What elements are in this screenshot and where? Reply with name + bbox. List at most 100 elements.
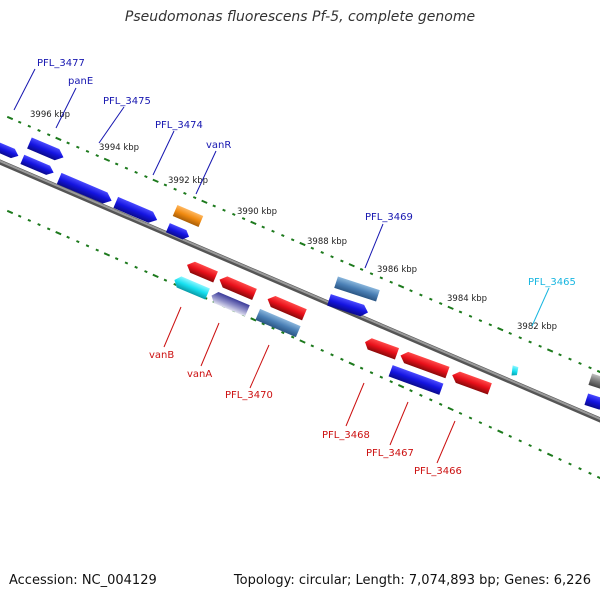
gene-arrow[interactable]	[113, 196, 159, 226]
major-tick	[348, 361, 355, 366]
minor-tick	[173, 187, 177, 191]
major-tick	[152, 178, 159, 183]
gene-arrow[interactable]	[172, 274, 210, 300]
minor-tick	[568, 462, 572, 466]
kbp-label: 3988 kbp	[307, 237, 347, 247]
minor-tick	[134, 265, 138, 269]
gene-label: vanB	[149, 350, 174, 361]
gene-arrow[interactable]	[510, 365, 520, 377]
minor-tick	[85, 149, 90, 153]
minor-tick	[76, 240, 80, 244]
major-tick	[546, 348, 554, 353]
minor-tick	[528, 443, 532, 448]
kbp-label: 3996 kbp	[30, 110, 70, 120]
minor-tick	[330, 353, 334, 357]
minor-tick	[66, 141, 70, 145]
major-tick	[103, 157, 111, 162]
minor-tick	[95, 248, 99, 252]
minor-tick	[320, 348, 324, 352]
gene-arrow[interactable]	[388, 365, 444, 395]
gene-arrow[interactable]	[0, 141, 20, 160]
gene-arrow[interactable]	[588, 373, 600, 390]
gene-arrow[interactable]	[363, 337, 400, 360]
major-tick	[6, 209, 14, 215]
gene-arrow[interactable]	[27, 137, 66, 163]
minor-tick	[27, 124, 32, 128]
minor-tick	[241, 217, 246, 221]
minor-tick	[518, 336, 522, 340]
gene-arrow[interactable]	[450, 370, 492, 395]
minor-tick	[114, 257, 119, 261]
minor-tick	[359, 267, 364, 271]
accession-text: Accession: NC_004129	[9, 573, 157, 588]
minor-tick	[310, 344, 315, 348]
gene-arrow[interactable]	[165, 223, 191, 241]
minor-tick	[17, 214, 22, 218]
gene-label: PFL_3467	[366, 448, 414, 459]
minor-tick	[508, 434, 512, 438]
minor-tick	[468, 416, 473, 420]
minor-tick	[95, 154, 99, 158]
map-title: Pseudomonas fluorescens Pf-5, complete g…	[124, 9, 476, 25]
gene-arrow[interactable]	[209, 290, 250, 317]
gene-arrow[interactable]	[255, 308, 301, 338]
gene-arrow[interactable]	[327, 294, 370, 318]
minor-tick	[46, 227, 51, 231]
gene-arrow[interactable]	[398, 350, 450, 379]
major-tick	[6, 115, 14, 121]
minor-tick	[478, 421, 483, 425]
minor-tick	[271, 229, 275, 233]
minor-tick	[568, 357, 572, 361]
tick-marks-outer	[6, 115, 600, 375]
kbp-label: 3984 kbp	[447, 294, 487, 304]
minor-tick	[134, 170, 138, 174]
minor-tick	[508, 331, 512, 335]
major-tick	[497, 326, 504, 332]
minor-tick	[320, 250, 324, 255]
minor-tick	[46, 133, 51, 137]
gene-arrow[interactable]	[217, 274, 257, 300]
gene-label: PFL_3469	[365, 212, 413, 223]
genome-stats-text: Topology: circular; Length: 7,074,893 bp…	[233, 573, 591, 588]
gene-arrow[interactable]	[334, 276, 380, 302]
minor-tick	[419, 293, 423, 297]
minor-tick	[271, 326, 275, 330]
gene-arrow[interactable]	[185, 259, 218, 283]
major-tick	[299, 241, 306, 247]
major-tick	[397, 384, 405, 389]
minor-tick	[124, 166, 129, 170]
gene-label: PFL_3477	[37, 58, 85, 69]
minor-tick	[163, 183, 168, 187]
major-tick	[250, 317, 257, 322]
minor-tick	[144, 175, 148, 179]
minor-tick	[144, 270, 148, 274]
major-tick	[103, 252, 111, 257]
gene-arrow[interactable]	[172, 205, 204, 227]
minor-tick	[429, 297, 433, 301]
minor-tick	[340, 259, 344, 263]
gene-arrow[interactable]	[56, 172, 114, 206]
minor-tick	[27, 218, 32, 222]
minor-tick	[538, 448, 542, 452]
minor-tick	[488, 425, 493, 429]
major-tick	[397, 284, 405, 289]
minor-tick	[281, 331, 285, 335]
minor-tick	[163, 278, 168, 282]
minor-tick	[438, 301, 443, 306]
minor-tick	[488, 323, 493, 327]
minor-tick	[66, 235, 70, 239]
minor-tick	[558, 353, 562, 357]
minor-tick	[379, 375, 384, 379]
gene-label: vanA	[187, 369, 212, 380]
minor-tick	[518, 439, 522, 443]
minor-tick	[281, 233, 285, 238]
major-tick	[497, 429, 504, 434]
gene-label: PFL_3466	[414, 466, 462, 477]
gene-arrow[interactable]	[584, 393, 600, 410]
minor-tick	[232, 212, 236, 216]
gene-label: panE	[68, 76, 93, 87]
gene-arrow[interactable]	[20, 154, 55, 177]
gene-arrow[interactable]	[265, 294, 307, 321]
minor-tick	[389, 280, 393, 284]
reverse-genes	[172, 259, 492, 395]
